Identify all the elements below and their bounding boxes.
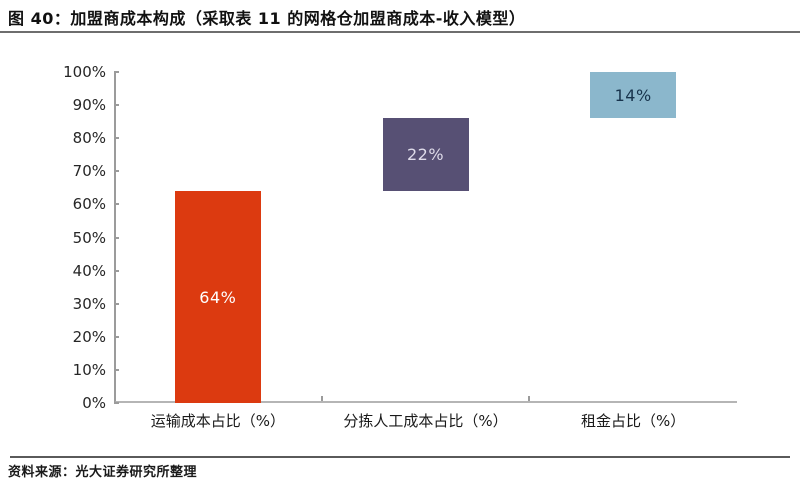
y-axis-tick-label: 70% xyxy=(72,162,106,181)
y-axis-tick-label: 10% xyxy=(72,360,106,379)
y-axis-tick-label: 30% xyxy=(72,294,106,313)
bar-segment: 14% xyxy=(590,72,677,119)
y-axis-tick-mark xyxy=(114,335,119,338)
y-axis-tick-label: 100% xyxy=(63,63,106,81)
x-axis-category-label: 运输成本占比（%） xyxy=(150,412,285,430)
x-axis-tick-mark xyxy=(528,396,531,401)
x-axis-category-label: 分拣人工成本占比（%） xyxy=(343,412,508,430)
y-axis-tick-label: 0% xyxy=(82,394,106,412)
y-axis-tick-mark xyxy=(114,104,119,107)
y-axis-tick-mark xyxy=(114,368,119,371)
bar-value-label: 14% xyxy=(614,85,652,105)
x-axis-category-label: 租金占比（%） xyxy=(581,412,686,430)
y-axis-tick-label: 80% xyxy=(72,129,106,148)
bar-segment: 22% xyxy=(382,118,469,192)
figure-title: 图 40：加盟商成本构成（采取表 11 的网格仓加盟商成本-收入模型） xyxy=(8,9,526,28)
y-axis-tick-mark xyxy=(114,402,119,404)
y-axis-tick-mark xyxy=(114,137,119,140)
y-axis-tick-label: 50% xyxy=(72,228,106,247)
y-axis-tick-mark xyxy=(114,302,119,305)
bar-value-label: 22% xyxy=(406,145,445,165)
title-divider xyxy=(0,31,800,33)
y-axis-tick-label: 90% xyxy=(72,96,106,115)
y-axis-tick-label: 20% xyxy=(72,327,106,346)
source-divider xyxy=(10,456,790,458)
x-axis-tick-mark xyxy=(320,396,323,401)
y-axis-tick-mark xyxy=(114,203,119,206)
bar-value-label: 64% xyxy=(199,287,237,307)
source-note: 资料来源：光大证券研究所整理 xyxy=(8,465,198,480)
y-axis-tick-mark xyxy=(114,236,119,239)
y-axis-tick-mark xyxy=(114,71,119,73)
y-axis-tick-label: 40% xyxy=(72,261,106,280)
y-axis-tick-mark xyxy=(114,269,119,272)
y-axis-tick-label: 60% xyxy=(72,195,106,214)
y-axis-tick-mark xyxy=(114,170,119,173)
bar-segment: 64% xyxy=(174,191,261,403)
